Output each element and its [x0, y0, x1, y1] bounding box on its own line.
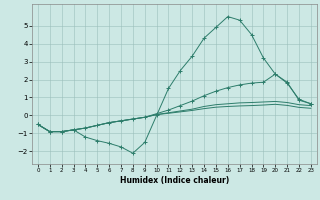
X-axis label: Humidex (Indice chaleur): Humidex (Indice chaleur) [120, 176, 229, 185]
